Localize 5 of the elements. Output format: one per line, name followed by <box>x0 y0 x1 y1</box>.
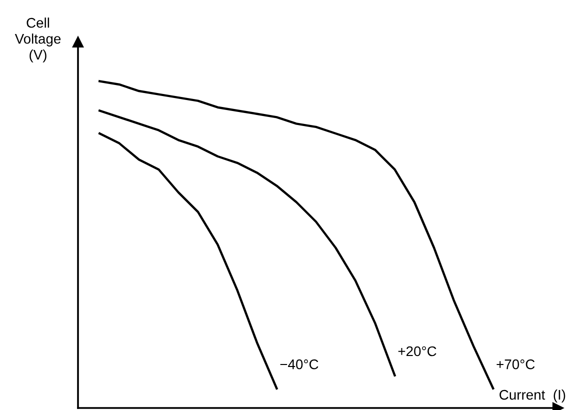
series-label: −40°C <box>280 359 318 370</box>
series-label: +70°C <box>496 359 535 370</box>
y-axis-title: Cell Voltage (V) <box>14 18 61 62</box>
series-label: +20°C <box>398 346 436 356</box>
x-axis-title: Current (I) <box>500 390 566 402</box>
